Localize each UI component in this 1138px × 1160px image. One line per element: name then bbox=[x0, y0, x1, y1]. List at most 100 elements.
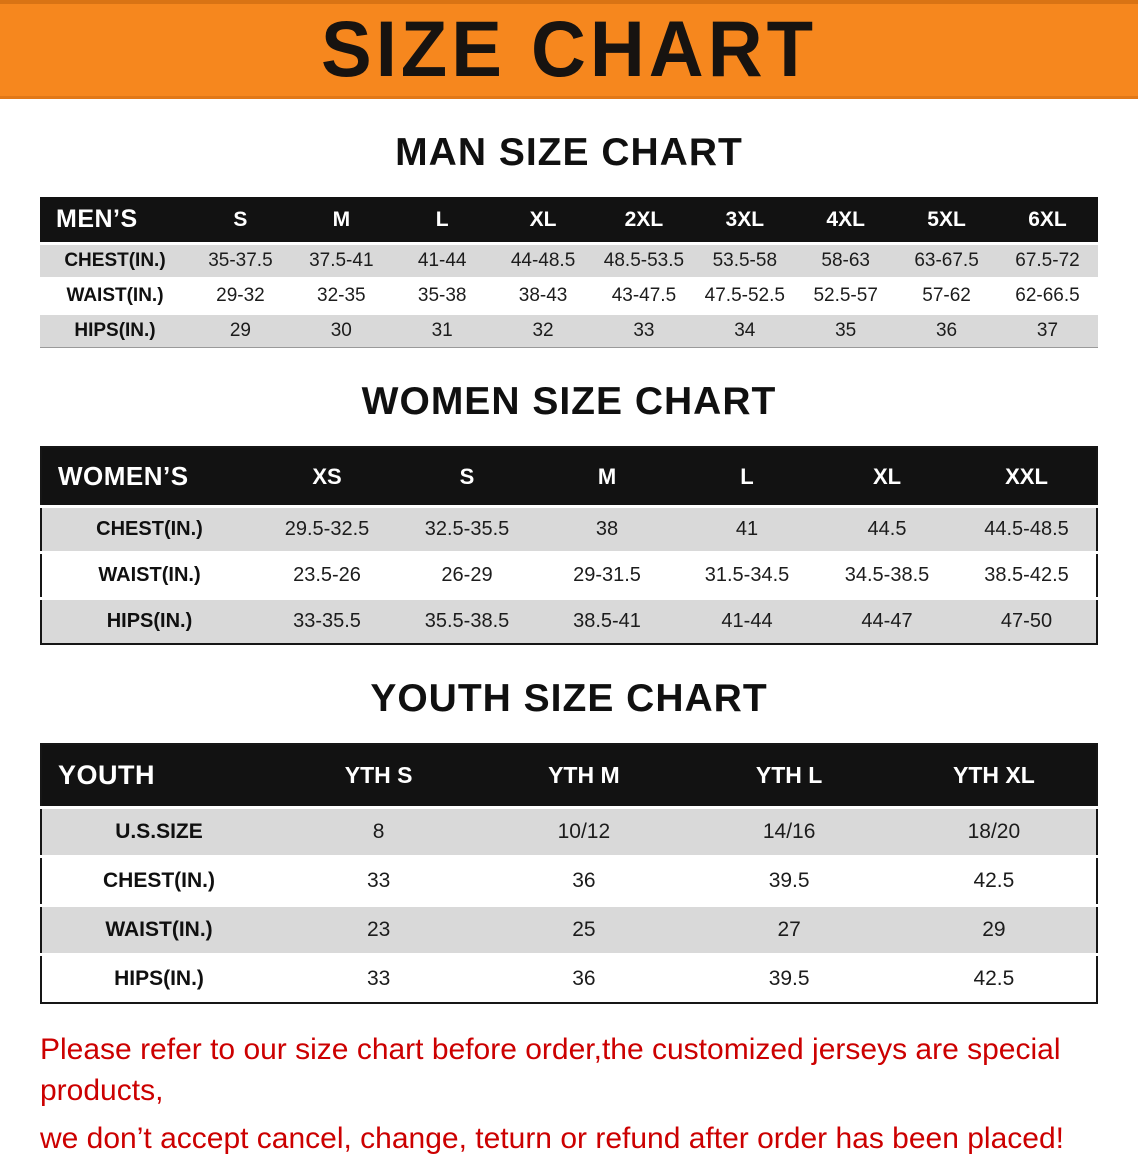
size-value: 35-38 bbox=[417, 285, 467, 306]
size-column-header: YTH M bbox=[481, 744, 687, 808]
size-column-header: XL bbox=[817, 447, 957, 507]
size-value: 38 bbox=[595, 518, 619, 540]
size-value: 62-66.5 bbox=[1015, 285, 1080, 306]
measurement-label: HIPS(IN.) bbox=[74, 320, 156, 341]
size-value: 14/16 bbox=[762, 820, 816, 843]
size-value: 29 bbox=[982, 918, 1006, 941]
size-column-header: YTH S bbox=[276, 744, 482, 808]
men-heading: MAN SIZE CHART bbox=[395, 131, 743, 174]
size-value: 33 bbox=[633, 320, 655, 341]
table-row: CHEST(IN.) 35-37.5 37.5-41 41-44 44-48.5 48.5… bbox=[40, 243, 1098, 279]
measurement-label: CHEST(IN.) bbox=[64, 250, 166, 271]
size-value: 41 bbox=[735, 518, 759, 540]
size-value: 33-35.5 bbox=[293, 610, 361, 632]
header-row: YOUTH YTH S YTH M YTH L YTH XL bbox=[41, 744, 1097, 808]
size-value: 58-63 bbox=[821, 250, 870, 271]
youth-size-table: YOUTH YTH S YTH M YTH L YTH XL U.S.SIZE 8 10/12… bbox=[40, 743, 1098, 1004]
notice-line: we don’t accept cancel, change, teturn o… bbox=[40, 1122, 1064, 1155]
size-column-header: M bbox=[537, 447, 677, 507]
header-row: MEN’S S M L XL 2XL 3XL 4XL 5XL 6XL bbox=[40, 197, 1098, 244]
size-value: 63-67.5 bbox=[914, 250, 979, 271]
size-value: 33 bbox=[366, 967, 391, 990]
size-value: 52.5-57 bbox=[813, 285, 878, 306]
measurement-label: U.S.SIZE bbox=[115, 820, 203, 843]
notice-line: Please refer to our size chart before or… bbox=[40, 1033, 1061, 1107]
table-row: CHEST(IN.) 33 36 39.5 42.5 bbox=[41, 856, 1097, 906]
measurement-label: HIPS(IN.) bbox=[114, 967, 204, 990]
size-value: 32-35 bbox=[317, 285, 366, 306]
women-table-title: WOMEN’S bbox=[41, 447, 257, 507]
header-row: WOMEN’S XS S M L XL XXL bbox=[41, 447, 1097, 507]
size-value: 48.5-53.5 bbox=[603, 250, 685, 271]
youth-heading: YOUTH SIZE CHART bbox=[370, 677, 768, 720]
size-value: 31 bbox=[431, 320, 453, 341]
size-value: 35 bbox=[835, 320, 857, 341]
size-value: 29-32 bbox=[216, 285, 265, 306]
size-column-header: YTH L bbox=[686, 744, 892, 808]
measurement-label: WAIST(IN.) bbox=[105, 918, 213, 941]
size-column-header: 2XL bbox=[593, 197, 695, 244]
youth-table-title: YOUTH bbox=[41, 744, 276, 808]
size-value: 57-62 bbox=[922, 285, 971, 306]
size-value: 36 bbox=[572, 967, 596, 990]
size-value: 44-47 bbox=[861, 610, 913, 632]
size-column-header: S bbox=[397, 447, 537, 507]
page-title: SIZE CHART bbox=[321, 5, 817, 94]
size-value: 44.5-48.5 bbox=[984, 518, 1069, 540]
size-value: 42.5 bbox=[973, 869, 1015, 892]
size-value: 29.5-32.5 bbox=[284, 518, 370, 540]
size-column-header: L bbox=[391, 197, 493, 244]
size-column-header: XS bbox=[257, 447, 397, 507]
size-column-header: S bbox=[190, 197, 291, 244]
table-row: HIPS(IN.) 33 36 39.5 42.5 bbox=[41, 954, 1097, 1004]
table-row: WAIST(IN.) 23 25 27 29 bbox=[41, 905, 1097, 955]
size-value: 39.5 bbox=[768, 967, 810, 990]
women-heading: WOMEN SIZE CHART bbox=[361, 380, 777, 423]
size-value: 32.5-35.5 bbox=[424, 518, 510, 540]
size-column-header: YTH XL bbox=[891, 744, 1097, 808]
size-column-header: XL bbox=[492, 197, 594, 244]
size-value: 29-31.5 bbox=[573, 564, 641, 586]
men-section: MAN SIZE CHART MEN’S S M L XL 2XL 3XL 4XL 5XL 6XL C… bbox=[0, 131, 1138, 348]
size-value: 25 bbox=[572, 918, 596, 941]
measurement-label: WAIST(IN.) bbox=[98, 564, 201, 586]
table-row: WAIST(IN.) 29-32 32-35 35-38 38-43 43-47.5 47.… bbox=[40, 278, 1098, 314]
size-value: 32 bbox=[532, 320, 554, 341]
size-value: 33 bbox=[366, 869, 391, 892]
table-row: HIPS(IN.) 33-35.5 35.5-38.5 38.5-41 41-44 44-… bbox=[41, 598, 1097, 644]
men-size-table: MEN’S S M L XL 2XL 3XL 4XL 5XL 6XL CHEST(IN.) 35-37… bbox=[40, 197, 1098, 348]
women-size-table: WOMEN’S XS S M L XL XXL CHEST(IN.) 29.5-32.5 32.5… bbox=[40, 446, 1098, 645]
men-table-title: MEN’S bbox=[40, 197, 190, 244]
size-value: 35.5-38.5 bbox=[424, 610, 510, 632]
size-value: 47-50 bbox=[1000, 610, 1053, 632]
measurement-label: HIPS(IN.) bbox=[106, 610, 193, 632]
table-row: CHEST(IN.) 29.5-32.5 32.5-35.5 38 41 44.5 44.5… bbox=[41, 506, 1097, 553]
size-value: 23 bbox=[366, 918, 391, 941]
size-column-header: M bbox=[290, 197, 392, 244]
size-value: 37.5-41 bbox=[309, 250, 374, 271]
footer-notice: Please refer to our size chart before or… bbox=[40, 1030, 1098, 1160]
size-value: 67.5-72 bbox=[1015, 250, 1080, 271]
size-column-header: 3XL bbox=[694, 197, 796, 244]
size-value: 29 bbox=[229, 320, 251, 341]
size-column-header: 5XL bbox=[896, 197, 997, 244]
size-value: 26-29 bbox=[441, 564, 493, 586]
size-value: 10/12 bbox=[557, 820, 611, 843]
size-value: 39.5 bbox=[768, 869, 810, 892]
measurement-label: CHEST(IN.) bbox=[96, 518, 203, 540]
size-value: 41-44 bbox=[417, 250, 467, 271]
size-value: 41-44 bbox=[721, 610, 773, 632]
size-value: 8 bbox=[372, 820, 385, 843]
size-value: 53.5-58 bbox=[712, 250, 778, 271]
size-value: 38.5-42.5 bbox=[984, 564, 1069, 586]
size-value: 44.5 bbox=[867, 518, 907, 540]
size-value: 36 bbox=[935, 320, 958, 341]
table-row: U.S.SIZE 8 10/12 14/16 18/20 bbox=[41, 807, 1097, 857]
size-value: 18/20 bbox=[967, 820, 1021, 843]
size-value: 36 bbox=[572, 869, 596, 892]
size-value: 23.5-26 bbox=[293, 564, 361, 586]
size-value: 42.5 bbox=[973, 967, 1015, 990]
size-value: 34.5-38.5 bbox=[844, 564, 930, 586]
size-value: 44-48.5 bbox=[510, 250, 576, 271]
